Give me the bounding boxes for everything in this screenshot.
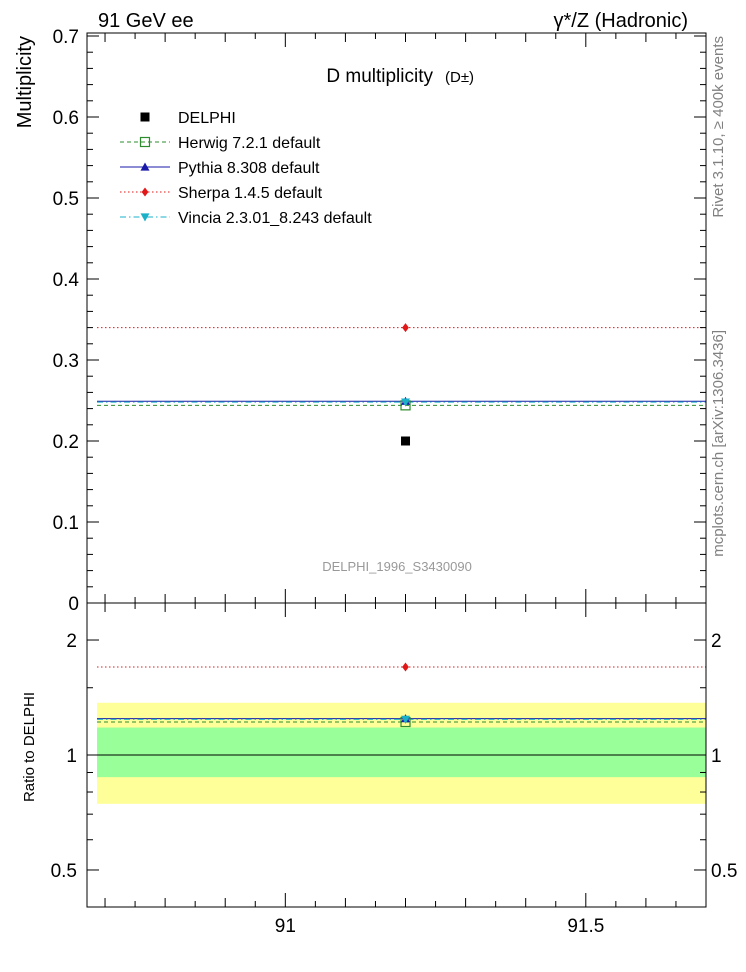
plot-watermark: DELPHI_1996_S3430090 <box>322 559 472 574</box>
plot-title-suffix: (D±) <box>445 69 474 86</box>
bottom-y-axis-title: Ratio to DELPHI <box>21 692 38 802</box>
top-plot-panel: 0 0.1 0.2 0.3 0.4 0.5 0.6 0.7 D multiplicity (D… <box>53 27 707 615</box>
top-y-tick-label: 0.4 <box>53 270 80 291</box>
top-y-axis-title: Multiplicity <box>14 36 36 128</box>
bottom-y-tick-label: 2 <box>66 631 77 652</box>
ratio-plot-panel: 0.5 0.5 1 1 2 2 91 91.5 <box>51 602 737 937</box>
bottom-x-tick-label: 91 <box>275 916 296 937</box>
header-left: 91 GeV ee <box>98 10 194 32</box>
plot-title: D multiplicity <box>326 66 433 87</box>
legend-marker-2 <box>141 187 149 197</box>
legend-marker-3 <box>140 213 150 222</box>
bottom-y-tick-label: 0.5 <box>51 861 77 882</box>
top-y-tick-label: 0.6 <box>53 108 79 129</box>
bottom-y-tick-label-right: 0.5 <box>711 861 737 882</box>
legend-label-2: Sherpa 1.4.5 default <box>178 185 323 202</box>
bottom-y-tick-label-right: 2 <box>711 631 722 652</box>
ratio-band-stat <box>97 727 706 778</box>
bottom-x-tick-label: 91.5 <box>567 916 604 937</box>
ratio-series-marker-3 <box>401 715 411 724</box>
legend: DELPHI Herwig 7.2.1 default Pythia 8.308 d… <box>120 110 372 227</box>
legend-label-3: Vincia 2.3.01_8.243 default <box>178 210 372 227</box>
legend-marker-0 <box>139 136 151 148</box>
top-y-tick-label: 0.7 <box>53 27 79 48</box>
side-label-mcplots: mcplots.cern.ch [arXiv:1306.3436] <box>710 330 727 557</box>
legend-marker-1 <box>140 162 150 171</box>
top-y-tick-label: 0 <box>68 594 79 615</box>
legend-label-delphi: DELPHI <box>178 110 236 127</box>
ratio-series-marker-2 <box>402 662 409 672</box>
data-point-delphi <box>401 436 411 446</box>
legend-label-1: Pythia 8.308 default <box>178 160 320 177</box>
top-y-tick-label: 0.2 <box>53 432 79 453</box>
top-series-marker-2 <box>402 323 409 333</box>
top-y-tick-label: 0.1 <box>53 513 79 534</box>
side-label-rivet: Rivet 3.1.10, ≥ 400k events <box>710 36 727 218</box>
legend-label-0: Herwig 7.2.1 default <box>178 135 321 152</box>
top-y-tick-label: 0.3 <box>53 351 79 372</box>
top-series-marker-3 <box>401 398 411 407</box>
header-right: γ*/Z (Hadronic) <box>554 10 688 32</box>
bottom-y-tick-label-right: 1 <box>711 746 722 767</box>
top-y-tick-label: 0.5 <box>53 189 79 210</box>
legend-marker-delphi <box>140 112 150 122</box>
bottom-y-tick-label: 1 <box>66 746 77 767</box>
